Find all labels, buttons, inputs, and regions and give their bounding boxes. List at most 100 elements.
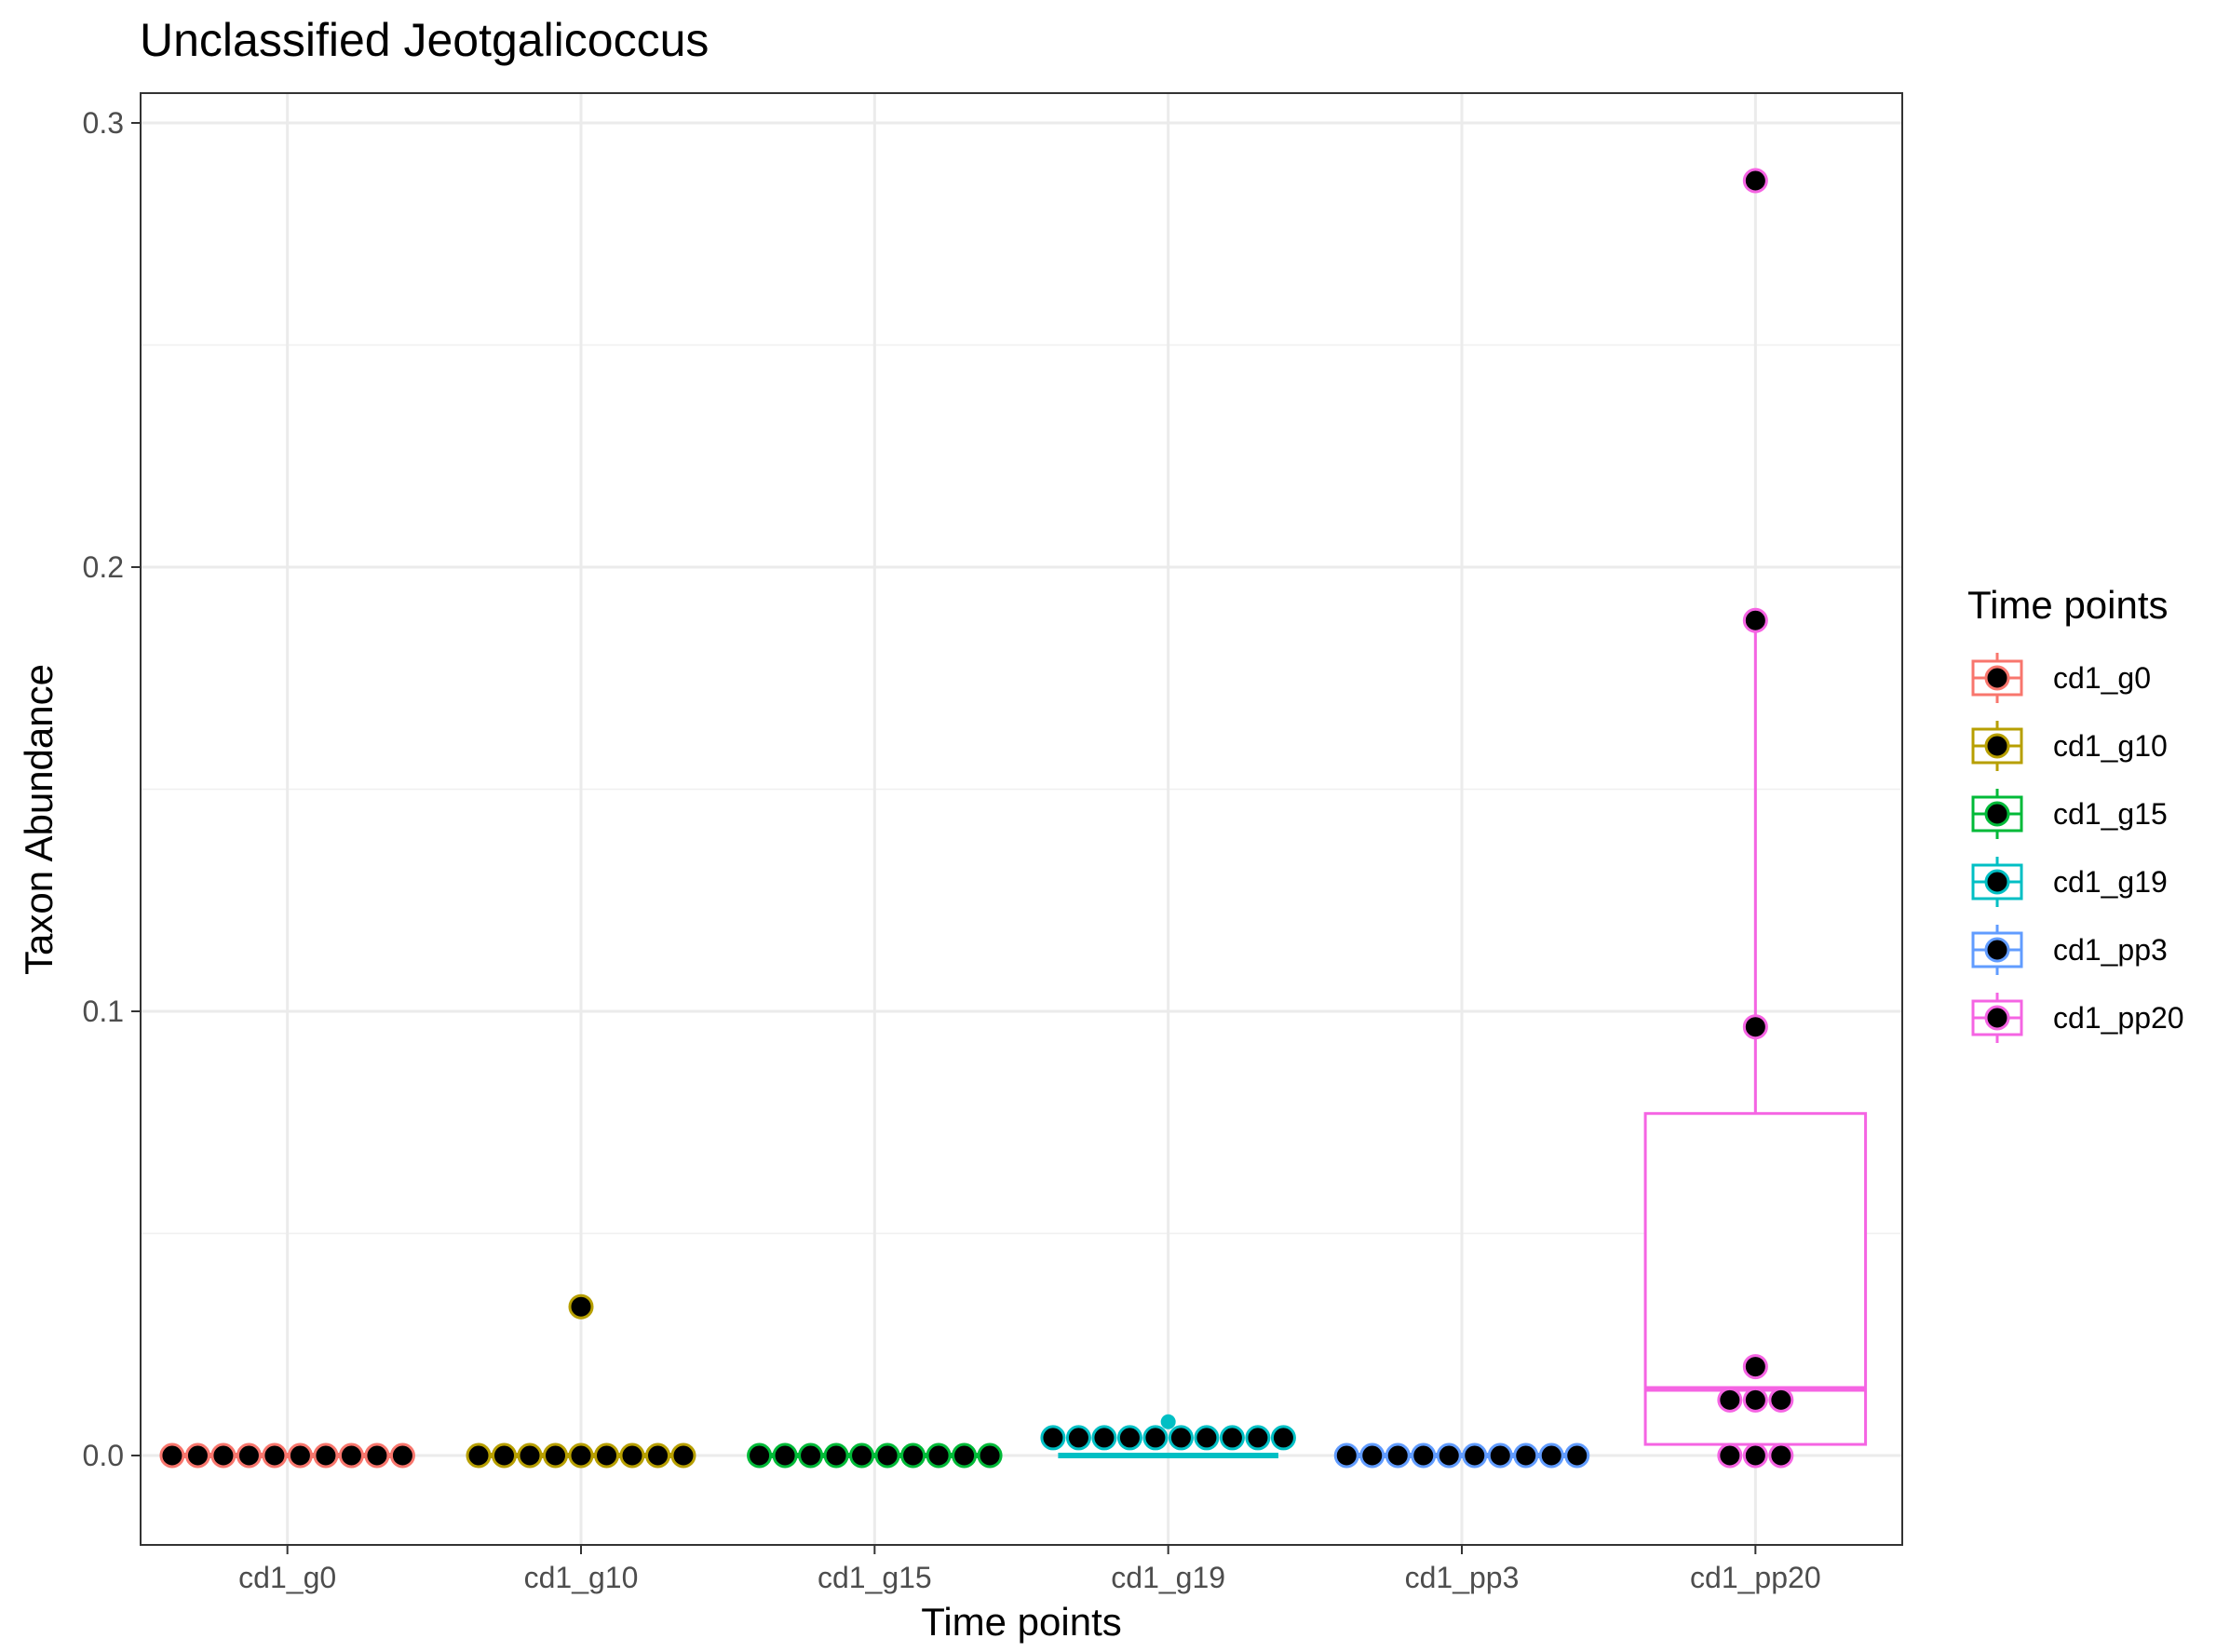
data-point-cd1_g10: [568, 1442, 594, 1469]
data-point-cd1_g19: [1168, 1425, 1194, 1451]
data-point-cd1_pp20: [1768, 1442, 1794, 1469]
data-point-cd1_g0: [313, 1442, 339, 1469]
data-point-cd1_g19: [1116, 1425, 1142, 1451]
legend: Time points cd1_g0 cd1_g10 cd1_g15 cd1_g19c…: [1967, 583, 2184, 1043]
legend-label: cd1_pp3: [2053, 933, 2168, 967]
legend-item-cd1_g15: cd1_g15: [1971, 789, 2168, 839]
data-point-cd1_g15: [823, 1442, 849, 1469]
data-point-cd1_pp3: [1333, 1442, 1359, 1469]
points: [159, 168, 1794, 1469]
plot-border: [140, 92, 1903, 1546]
legend-key-point: [1984, 801, 2010, 827]
data-point-cd1_pp3: [1513, 1442, 1539, 1469]
legend-label: cd1_pp20: [2053, 1001, 2184, 1035]
legend-label: cd1_g19: [2053, 865, 2168, 899]
data-point-cd1_pp3: [1359, 1442, 1385, 1469]
legend-key-point: [1984, 1005, 2010, 1031]
data-point-cd1_pp3: [1564, 1442, 1590, 1469]
data-point-cd1_g10: [517, 1442, 543, 1469]
legend-item-cd1_pp3: cd1_pp3: [1971, 925, 2168, 975]
data-point-cd1_g10: [543, 1442, 568, 1469]
chart-title: Unclassified Jeotgalicoccus: [140, 14, 709, 66]
data-point-cd1_pp20: [1768, 1387, 1794, 1413]
data-point-cd1_pp20: [1742, 1014, 1768, 1040]
data-point-cd1_pp3: [1487, 1442, 1513, 1469]
x-axis-title: Time points: [921, 1600, 1122, 1644]
data-point-cd1_pp20: [1742, 1442, 1768, 1469]
y-tick-label: 0.2: [83, 550, 124, 584]
legend-label: cd1_g15: [2053, 797, 2168, 831]
data-point-cd1_g19: [1245, 1425, 1271, 1451]
legend-item-cd1_g10: cd1_g10: [1971, 721, 2168, 771]
data-point-cd1_g19: [1040, 1425, 1066, 1451]
data-point-cd1_g0: [287, 1442, 313, 1469]
plot-panel: [141, 93, 1902, 1545]
data-point-cd1_g0: [262, 1442, 288, 1469]
y-tick-label: 0.0: [83, 1439, 124, 1472]
data-point-cd1_g15: [849, 1442, 875, 1469]
data-point-cd1_g19: [1270, 1425, 1296, 1451]
data-point-cd1_pp3: [1385, 1442, 1411, 1469]
data-point-cd1_pp20: [1717, 1387, 1743, 1413]
legend-key-point: [1984, 733, 2010, 759]
data-point-cd1_pp20: [1742, 1387, 1768, 1413]
data-point-cd1_pp3: [1436, 1442, 1462, 1469]
data-point-cd1_g15: [926, 1442, 952, 1469]
legend-item-cd1_g0: cd1_g0: [1971, 653, 2151, 703]
data-point-cd1_g15: [772, 1442, 798, 1469]
grid: [141, 93, 1902, 1545]
data-point-cd1_g0: [159, 1442, 185, 1469]
outlier-point: [1160, 1414, 1176, 1429]
legend-title: Time points: [1967, 583, 2169, 627]
legend-key-point: [1984, 665, 2010, 691]
x-tick-label: cd1_pp20: [1690, 1561, 1821, 1594]
data-point-cd1_pp20: [1717, 1442, 1743, 1469]
data-point-cd1_pp20: [1742, 607, 1768, 633]
data-point-cd1_g0: [184, 1442, 210, 1469]
data-point-cd1_g10: [645, 1442, 670, 1469]
data-point-cd1_g10: [466, 1442, 492, 1469]
data-point-cd1_pp3: [1538, 1442, 1564, 1469]
data-point-cd1_g15: [798, 1442, 824, 1469]
legend-key-point: [1984, 937, 2010, 963]
data-point-cd1_g15: [747, 1442, 773, 1469]
data-point-cd1_g15: [900, 1442, 926, 1469]
legend-label: cd1_g10: [2053, 729, 2168, 763]
x-tick-label: cd1_pp3: [1405, 1561, 1520, 1594]
data-point-cd1_g15: [952, 1442, 978, 1469]
x-tick-label: cd1_g0: [238, 1561, 336, 1594]
data-point-cd1_pp20: [1742, 168, 1768, 194]
data-point-cd1_g19: [1219, 1425, 1245, 1451]
data-point-cd1_g0: [338, 1442, 364, 1469]
data-point-cd1_g0: [389, 1442, 415, 1469]
data-point-cd1_g0: [364, 1442, 390, 1469]
data-point-cd1_pp20: [1742, 1354, 1768, 1380]
legend-item-cd1_g19: cd1_g19: [1971, 857, 2168, 907]
axis-ticks: 0.0 0.1 0.2 0.3 cd1_g0 cd1_g10 cd1_g15 cd1_g19 c…: [83, 106, 1821, 1594]
data-point-cd1_g10: [670, 1442, 696, 1469]
data-point-cd1_pp3: [1462, 1442, 1488, 1469]
boxplot-cd1_g19: [1058, 1414, 1278, 1458]
data-point-cd1_g0: [210, 1442, 237, 1469]
y-tick-label: 0.1: [83, 995, 124, 1028]
legend-item-cd1_pp20: cd1_pp20: [1971, 993, 2184, 1043]
data-point-cd1_pp3: [1411, 1442, 1437, 1469]
x-tick-label: cd1_g10: [524, 1561, 639, 1594]
data-point-cd1_g15: [874, 1442, 900, 1469]
y-axis-title: Taxon Abundance: [17, 664, 61, 975]
x-tick-label: cd1_g15: [818, 1561, 932, 1594]
data-point-cd1_g19: [1142, 1425, 1169, 1451]
y-tick-label: 0.3: [83, 106, 124, 140]
legend-label: cd1_g0: [2053, 661, 2151, 695]
data-point-cd1_g15: [977, 1442, 1003, 1469]
data-point-cd1_g10: [619, 1442, 645, 1469]
legend-key-point: [1984, 869, 2010, 895]
data-point-cd1_g10: [568, 1293, 594, 1320]
data-point-cd1_g10: [492, 1442, 517, 1469]
data-point-cd1_g19: [1065, 1425, 1091, 1451]
data-point-cd1_g19: [1091, 1425, 1117, 1451]
data-point-cd1_g19: [1194, 1425, 1220, 1451]
data-point-cd1_g0: [236, 1442, 262, 1469]
data-point-cd1_g10: [594, 1442, 619, 1469]
